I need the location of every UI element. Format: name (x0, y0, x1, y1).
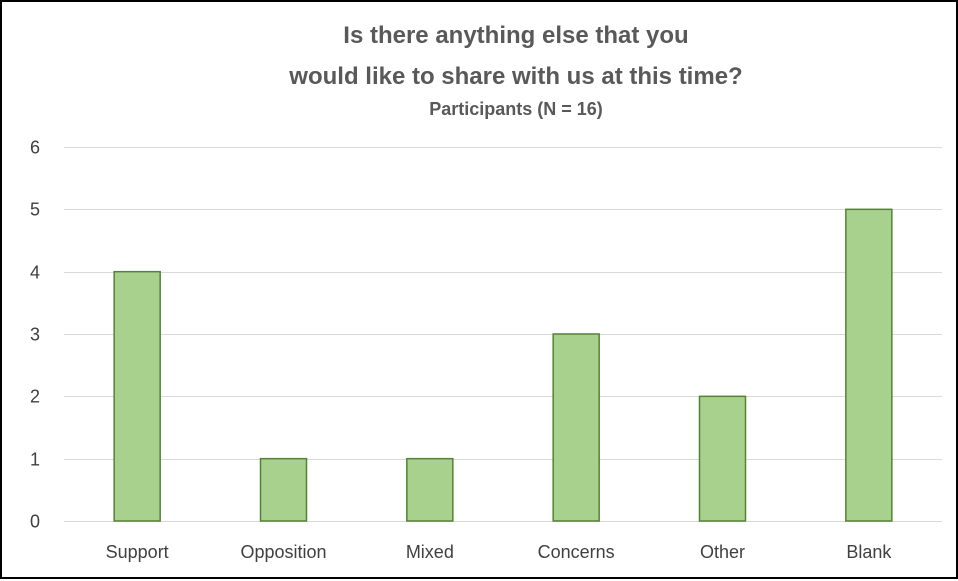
bar-concerns (552, 333, 600, 522)
bar-blank (845, 208, 893, 522)
y-tick-label: 5 (30, 200, 40, 220)
y-tick-label: 0 (30, 512, 40, 532)
bar-opposition (259, 457, 308, 522)
x-tick-label-other: Other (700, 542, 745, 562)
gridlines (64, 147, 942, 522)
bars (113, 208, 893, 522)
x-tick-label-blank: Blank (846, 542, 892, 562)
y-axis-tick-labels: 0 1 2 3 4 5 6 (30, 138, 40, 532)
chart-title-line-2: would like to share with us at this time… (288, 63, 742, 90)
chart-subtitle: Participants (N = 16) (429, 99, 603, 119)
chart-titles: Is there anything else that you would li… (288, 22, 742, 119)
bar-other (698, 395, 747, 522)
y-tick-label: 2 (30, 387, 40, 407)
x-tick-label-concerns: Concerns (538, 542, 615, 562)
x-tick-label-opposition: Opposition (240, 542, 326, 562)
y-tick-label: 1 (30, 450, 40, 470)
bar-support (113, 270, 161, 522)
chart-title-line-1: Is there anything else that you (343, 22, 688, 49)
y-tick-label: 3 (30, 325, 40, 345)
bar-mixed (406, 457, 454, 522)
x-tick-label-support: Support (106, 542, 169, 562)
x-tick-label-mixed: Mixed (406, 542, 454, 562)
x-axis-tick-labels: Support Opposition Mixed Concerns Other Blank (106, 542, 893, 562)
y-tick-label: 6 (30, 138, 40, 158)
y-tick-label: 4 (30, 263, 40, 283)
